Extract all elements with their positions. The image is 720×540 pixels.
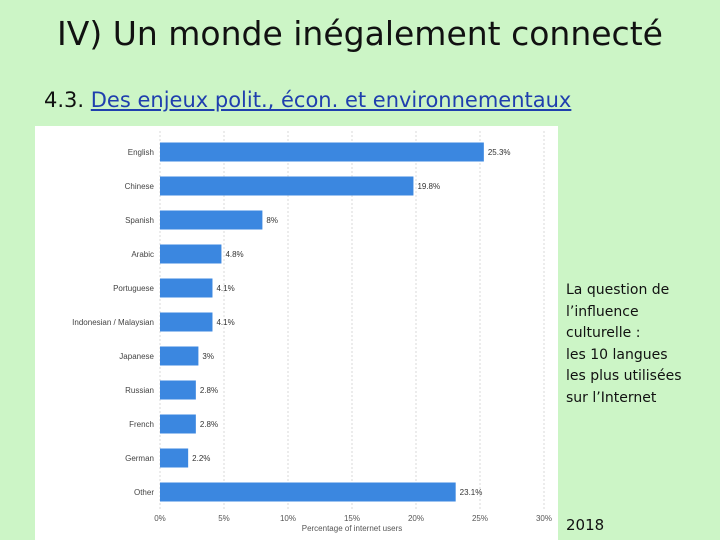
bar [160, 244, 222, 264]
category-label: Arabic [131, 250, 154, 259]
x-tick-label: 0% [154, 514, 166, 523]
x-tick-label: 30% [536, 514, 552, 523]
section-heading: 4.3. Des enjeux polit., écon. et environ… [44, 88, 571, 112]
category-label: Other [134, 488, 154, 497]
bar [160, 142, 484, 162]
category-label: German [125, 454, 154, 463]
bar [160, 312, 213, 332]
category-label: Russian [125, 386, 154, 395]
value-label: 2.2% [192, 454, 210, 463]
section-link[interactable]: Des enjeux polit., écon. et environnemen… [90, 88, 572, 112]
x-tick-label: 5% [218, 514, 230, 523]
value-label: 8% [266, 216, 278, 225]
value-label: 23.1% [460, 488, 483, 497]
category-label: Spanish [125, 216, 154, 225]
category-label: French [129, 420, 154, 429]
bar [160, 346, 199, 366]
category-label: English [128, 148, 154, 157]
bar [160, 448, 189, 468]
bar [160, 278, 213, 298]
value-label: 2.8% [200, 386, 218, 395]
value-label: 4.1% [216, 284, 234, 293]
category-label: Japanese [119, 352, 154, 361]
bar [160, 482, 456, 502]
value-label: 4.1% [216, 318, 234, 327]
category-label: Chinese [125, 182, 155, 191]
x-tick-label: 10% [280, 514, 296, 523]
section-number: 4.3. [44, 88, 85, 112]
slide-title: IV) Un monde inégalement connecté [57, 14, 663, 53]
bar [160, 176, 414, 196]
bar [160, 414, 196, 434]
bar [160, 380, 196, 400]
value-label: 2.8% [200, 420, 218, 429]
value-label: 25.3% [488, 148, 511, 157]
bar-chart: 0% 5% 10% 15% 20% 25% 30% English 25.3% Chinese 19… [35, 126, 558, 540]
category-label: Indonesian / Malaysian [72, 318, 154, 327]
value-label: 3% [202, 352, 214, 361]
x-axis-title: Percentage of internet users [302, 524, 403, 533]
bar [160, 210, 263, 230]
value-label: 4.8% [225, 250, 243, 259]
x-tick-label: 25% [472, 514, 488, 523]
x-tick-label: 20% [408, 514, 424, 523]
category-label: Portuguese [113, 284, 154, 293]
side-note: La question de l’influence culturelle : … [566, 282, 682, 406]
value-label: 19.8% [417, 182, 440, 191]
chart-svg: 0% 5% 10% 15% 20% 25% 30% English 25.3% Chinese 19… [72, 131, 552, 533]
x-tick-label: 15% [344, 514, 360, 523]
year-label: 2018 [566, 516, 605, 534]
